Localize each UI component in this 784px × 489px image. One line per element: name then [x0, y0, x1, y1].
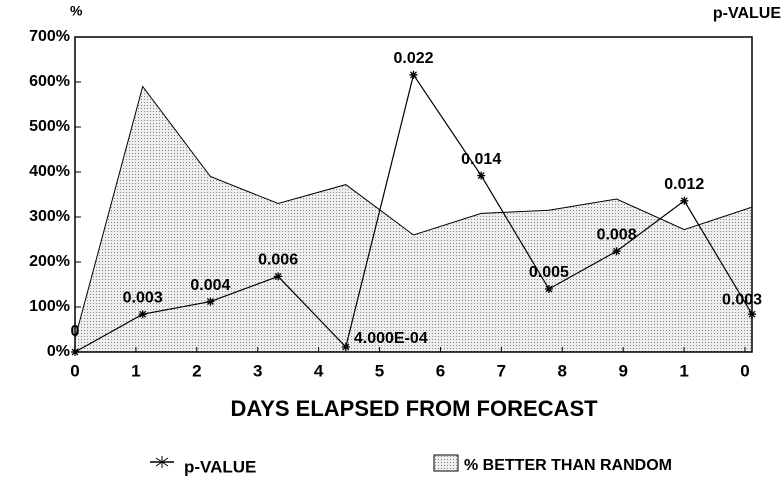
x-tick-label: 6	[436, 361, 445, 380]
point-marker	[477, 171, 486, 180]
x-tick-label: 8	[558, 361, 567, 380]
x-tick-label: 9	[618, 361, 627, 380]
x-tick-label: 7	[497, 361, 506, 380]
x-tick-label: 4	[314, 361, 324, 380]
y-tick-label: 700%	[29, 28, 70, 45]
data-label: 0.012	[664, 176, 704, 193]
x-tick-label: 0	[70, 361, 79, 380]
point-marker	[544, 285, 553, 293]
data-label: 0.008	[597, 226, 637, 243]
point-marker	[274, 272, 283, 281]
y-tick-label: 600%	[29, 73, 70, 90]
data-label: 0	[71, 323, 80, 340]
legend-symbol	[433, 454, 459, 472]
data-label: 0.006	[258, 252, 298, 269]
data-label: 0.022	[393, 50, 433, 67]
y-tick-label: 400%	[29, 163, 70, 180]
y-tick-label: 300%	[29, 208, 70, 225]
point-marker	[409, 70, 418, 79]
y-axis-label: %	[70, 3, 83, 19]
x-tick-label: 0	[740, 361, 749, 380]
y2-axis-label: p-VALUE	[713, 5, 781, 22]
point-marker	[138, 310, 147, 319]
y-tick-label: 100%	[29, 298, 70, 315]
data-label: 0.003	[722, 291, 762, 308]
x-tick-label: 3	[253, 361, 262, 380]
point-marker	[680, 196, 689, 205]
y-tick-label: 0%	[47, 343, 70, 360]
point-marker	[206, 297, 215, 306]
point-marker	[612, 247, 621, 256]
data-label: 0.005	[529, 264, 569, 281]
x-tick-label: 5	[375, 361, 384, 380]
legend-label: % BETTER THAN RANDOM	[464, 457, 672, 474]
legend-symbol	[155, 456, 169, 468]
data-label: 0.004	[190, 277, 230, 294]
area	[75, 86, 752, 352]
point-marker	[71, 348, 79, 356]
plot-frame	[74, 36, 753, 353]
y-tick-label: 500%	[29, 118, 70, 135]
x-tick-label: 1	[679, 361, 688, 380]
y-tick-label: 200%	[29, 253, 70, 270]
area-line	[74, 85, 753, 339]
data-label: 0.003	[123, 289, 163, 306]
data-label: 4.000E-04	[354, 330, 428, 347]
x-axis-title: DAYS ELAPSED FROM FORECAST	[230, 396, 598, 421]
point-marker	[341, 342, 350, 351]
x-tick-label: 2	[192, 361, 201, 380]
x-tick-label: 1	[131, 361, 140, 380]
legend-label: p-VALUE	[184, 457, 256, 476]
data-label: 0.014	[461, 151, 501, 168]
point-marker	[748, 310, 756, 319]
